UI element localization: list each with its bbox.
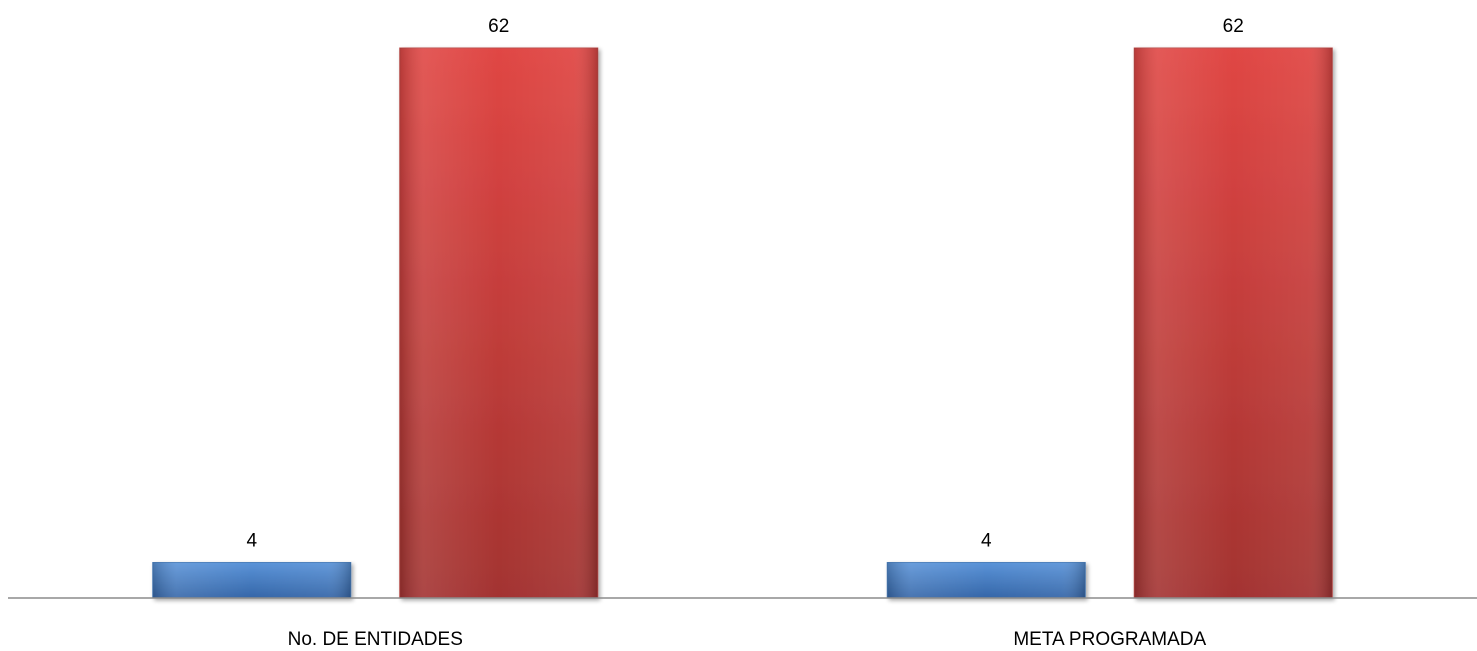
bars-group	[152, 47, 1333, 599]
bar-highlight-series-1-category-2	[887, 562, 1086, 598]
bar-highlight-series-1-category-1	[152, 562, 351, 598]
data-label-series-2-category-2: 62	[1223, 16, 1244, 37]
category-label-2: META PROGRAMADA	[1013, 629, 1206, 650]
data-label-series-1-category-2: 4	[981, 531, 992, 552]
bar-highlight-series-2-category-1	[399, 48, 598, 598]
data-labels-group: 4 62 4 62	[246, 16, 1243, 552]
bar-highlight-series-2-category-2	[1134, 48, 1333, 598]
data-label-series-2-category-1: 62	[488, 16, 509, 37]
data-label-series-1-category-1: 4	[246, 531, 257, 552]
category-labels-group: No. DE ENTIDADES META PROGRAMADA	[288, 629, 1207, 650]
category-label-1: No. DE ENTIDADES	[288, 629, 463, 650]
